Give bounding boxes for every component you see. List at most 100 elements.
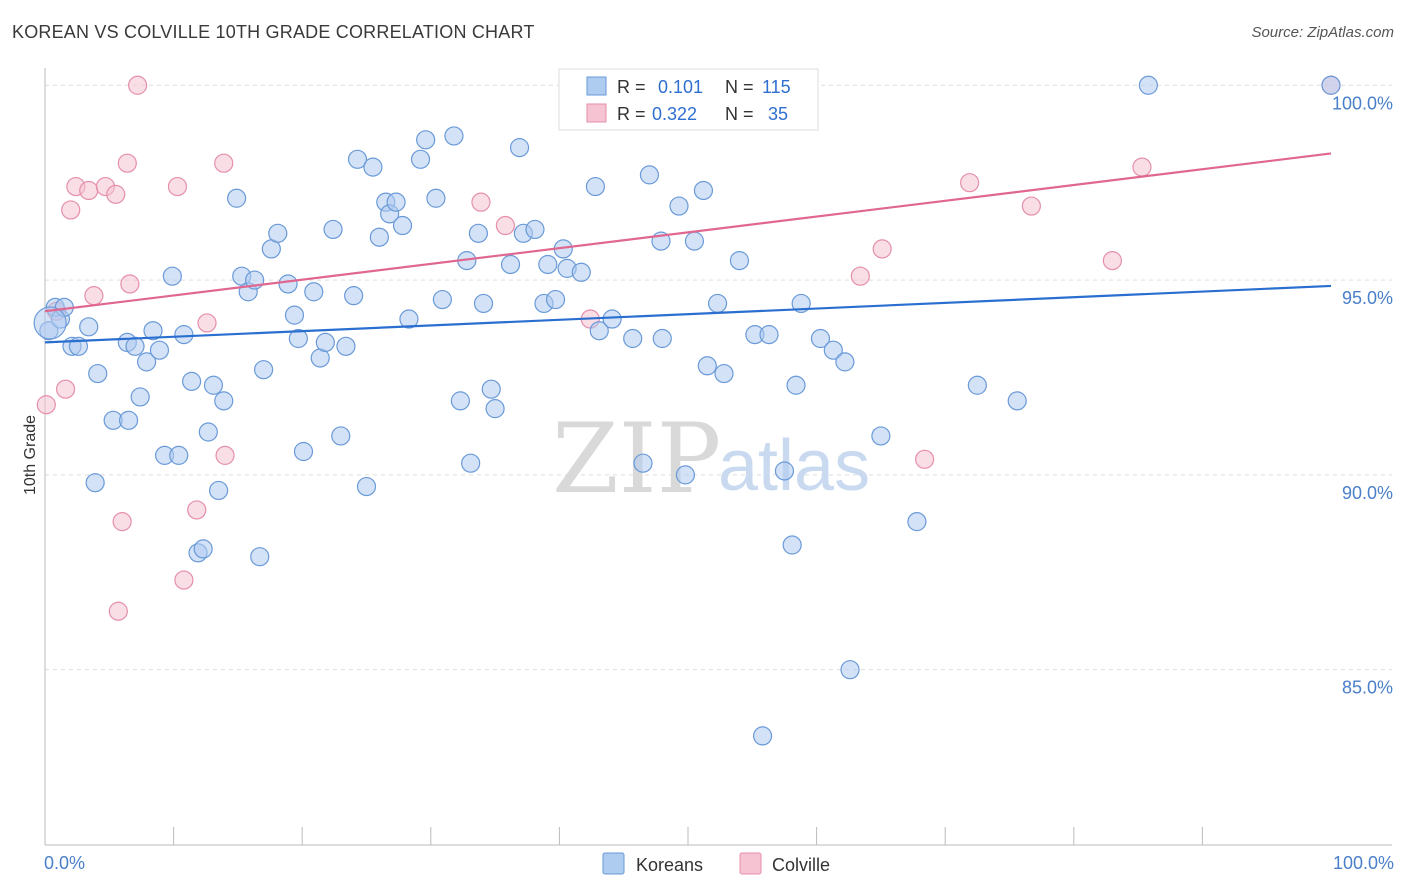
korean-point-103 xyxy=(835,352,855,372)
korean-point-90 xyxy=(697,356,717,376)
colville-point-15 xyxy=(174,570,194,590)
korean-point-55 xyxy=(399,309,419,329)
bottom-legend-label-koreans: Koreans xyxy=(636,855,703,875)
colville-point-18 xyxy=(214,153,234,173)
korean-point-77 xyxy=(571,262,591,282)
watermark-atlas: atlas xyxy=(718,426,870,506)
korean-point-11 xyxy=(118,410,139,430)
colville-point-19 xyxy=(215,445,235,465)
korean-point-44 xyxy=(331,426,351,446)
korean-point-68 xyxy=(500,254,521,275)
korean-point-86 xyxy=(669,196,689,216)
colville-point-28 xyxy=(960,173,980,193)
colville-point-31 xyxy=(1132,157,1152,177)
colville-point-5 xyxy=(79,180,99,201)
korean-point-16 xyxy=(149,340,170,360)
korean-point-108 xyxy=(1007,391,1027,411)
korean-point-49 xyxy=(363,157,383,177)
korean-point-60 xyxy=(444,126,464,146)
korean-point-109 xyxy=(1138,75,1158,95)
korean-point-104 xyxy=(840,660,860,680)
korean-point-67 xyxy=(485,399,505,419)
korean-point-46 xyxy=(344,286,364,306)
korean-point-105 xyxy=(871,426,891,446)
korean-point-66 xyxy=(481,379,501,399)
korean-point-71 xyxy=(525,219,545,240)
bottom-legend-swatch-koreans xyxy=(602,852,625,875)
legend-r-value-koreans: 0.101 xyxy=(658,77,703,97)
korean-point-81 xyxy=(623,328,643,349)
korean-point-64 xyxy=(468,223,488,243)
korean-point-99 xyxy=(786,375,806,395)
korean-point-23 xyxy=(193,539,213,559)
korean-point-50 xyxy=(369,227,389,247)
korean-point-48 xyxy=(356,476,377,497)
colville-point-16 xyxy=(187,500,207,520)
korean-point-21 xyxy=(182,371,202,391)
colville-point-29 xyxy=(1021,196,1041,216)
korean-point-20 xyxy=(174,325,194,345)
korean-point-12 xyxy=(125,336,145,356)
series-legend: Koreans Colville xyxy=(602,852,830,875)
korean-point-80 xyxy=(602,309,622,329)
korean-point-45 xyxy=(336,336,356,356)
colville-point-9 xyxy=(108,601,128,621)
korean-point-14 xyxy=(136,352,157,372)
korean-point-36 xyxy=(278,274,298,294)
korean-point-47 xyxy=(347,149,368,169)
y-axis-label: 10th Grade xyxy=(22,415,39,495)
korean-point-38 xyxy=(288,328,308,349)
korean-point-40 xyxy=(304,282,324,302)
korean-point-24 xyxy=(198,422,218,442)
stats-legend: R = 0.101 N = 115 R = 0.322 N = 35 xyxy=(558,68,819,131)
colville-trend-line xyxy=(44,152,1332,313)
korean-point-83 xyxy=(639,165,660,185)
korean-point-6 xyxy=(79,317,99,337)
legend-n-label-colville: N = xyxy=(725,104,754,124)
y-tick-label-100: 100.0% xyxy=(1332,93,1393,113)
korean-point-7 xyxy=(85,473,105,493)
korean-point-110 xyxy=(1321,75,1341,95)
points-layer xyxy=(33,75,1341,746)
korean-point-15 xyxy=(143,321,163,341)
colville-point-8 xyxy=(106,184,126,204)
korean-point-61 xyxy=(450,391,470,411)
korean-point-43 xyxy=(323,219,343,240)
korean-point-57 xyxy=(416,130,436,150)
korean-point-63 xyxy=(461,453,481,473)
korean-point-58 xyxy=(426,188,446,208)
korean-point-26 xyxy=(209,480,229,501)
korean-point-13 xyxy=(130,387,150,407)
korean-trend-line xyxy=(44,284,1332,344)
korean-point-53 xyxy=(386,192,406,212)
korean-point-106 xyxy=(907,512,927,532)
grid-layer xyxy=(45,84,1392,671)
axis-layer xyxy=(44,68,1392,846)
korean-point-88 xyxy=(684,231,705,251)
legend-n-value-colville: 35 xyxy=(768,104,788,124)
watermark: ZIP atlas xyxy=(552,403,870,515)
colville-point-21 xyxy=(495,215,515,236)
colville-point-3 xyxy=(61,200,81,220)
korean-point-101 xyxy=(810,328,831,349)
korean-point-85 xyxy=(652,328,672,349)
colville-point-11 xyxy=(117,153,137,173)
korean-point-54 xyxy=(392,215,413,236)
korean-point-56 xyxy=(410,149,431,169)
colville-point-12 xyxy=(120,274,140,294)
legend-swatch-koreans xyxy=(586,76,607,96)
colville-point-6 xyxy=(84,286,104,306)
colville-point-2 xyxy=(55,379,76,399)
korean-point-79 xyxy=(589,321,609,341)
korean-point-39 xyxy=(293,441,314,462)
korean-point-97 xyxy=(774,461,795,481)
x-tick-label-max: 100.0% xyxy=(1333,853,1394,873)
x-tick-label-min: 0.0% xyxy=(44,853,85,873)
korean-point-89 xyxy=(693,180,714,201)
korean-point-59 xyxy=(432,289,452,310)
colville-point-17 xyxy=(197,313,217,333)
legend-r-value-colville: 0.322 xyxy=(652,104,697,124)
korean-point-82 xyxy=(633,453,653,473)
korean-point-95 xyxy=(752,726,773,746)
